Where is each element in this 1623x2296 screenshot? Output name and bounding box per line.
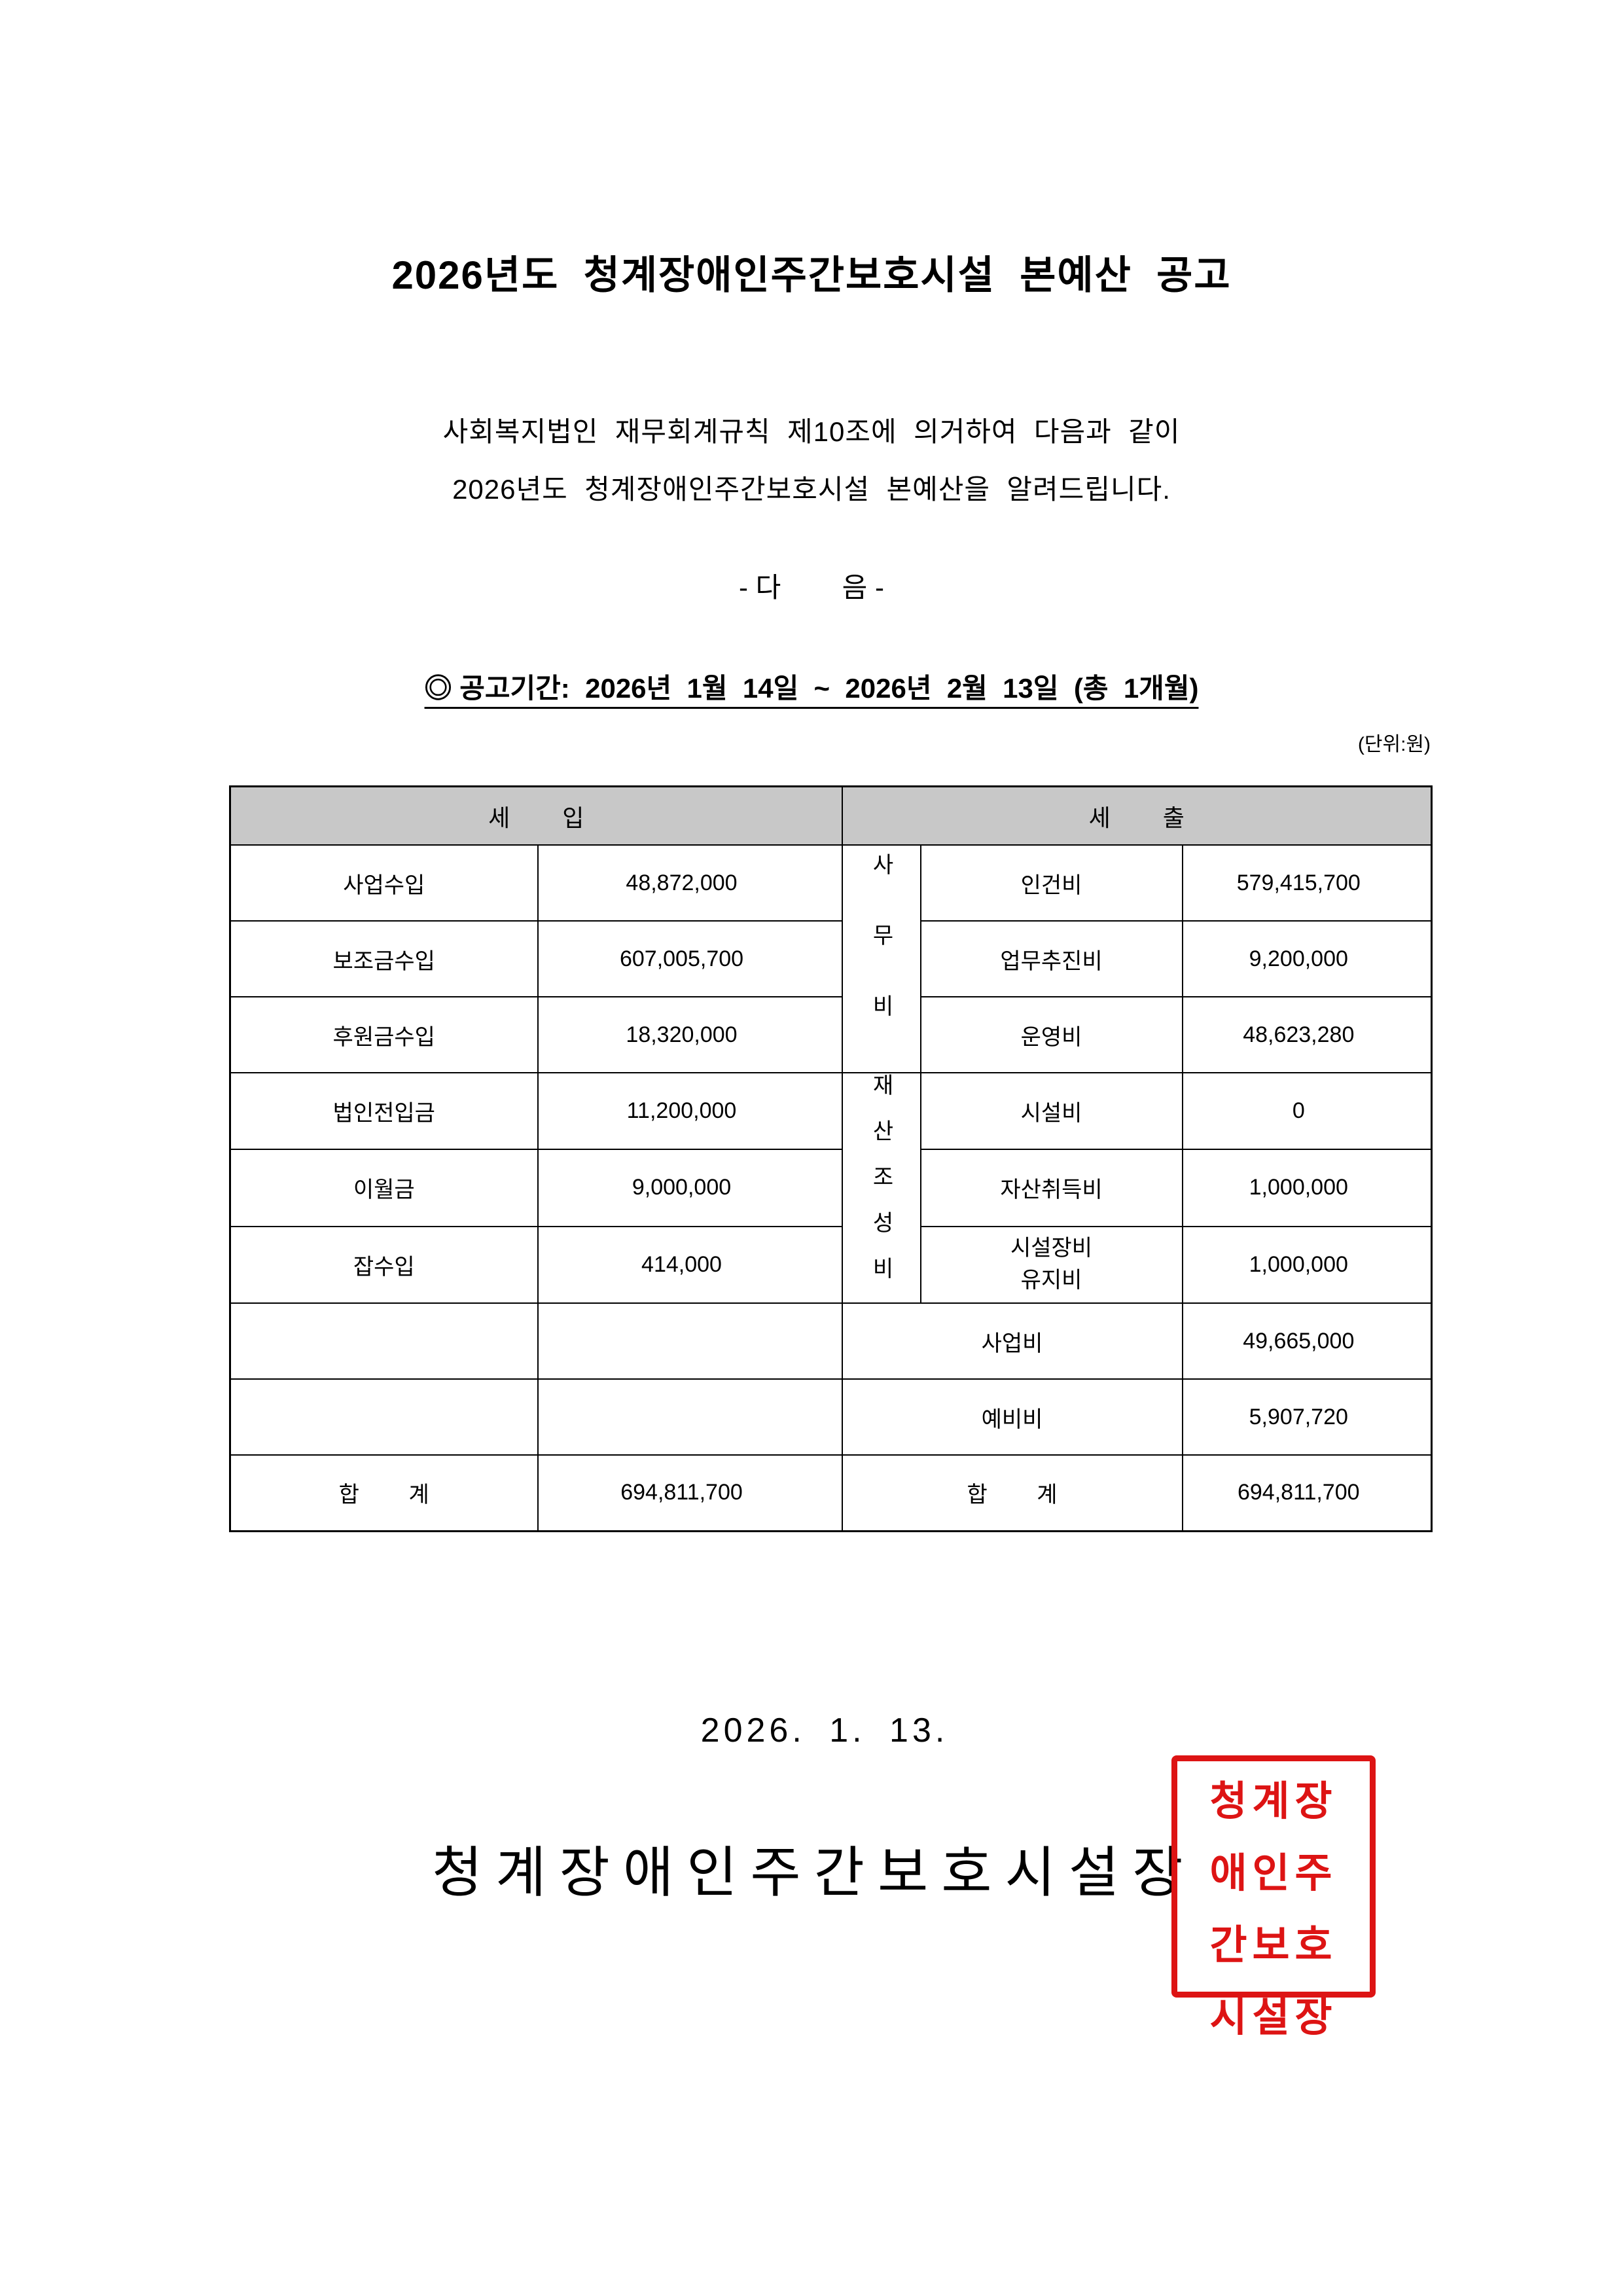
table-row: 이월금 9,000,000 자산취득비 1,000,000 <box>229 1149 1433 1227</box>
expense-amount: 5,907,720 <box>1181 1378 1433 1456</box>
expense-item: 자산취득비 <box>919 1149 1183 1227</box>
income-amount <box>537 1302 843 1380</box>
income-item: 후원금수입 <box>229 996 539 1073</box>
page-title: 2026년도 청계장애인주간보호시설 본예산 공고 <box>391 253 1232 297</box>
income-total-label: 합 계 <box>229 1454 539 1532</box>
income-item: 법인전입금 <box>229 1071 539 1151</box>
expense-category-property: 재산조성비 <box>841 1072 921 1304</box>
income-amount: 18,320,000 <box>537 996 843 1073</box>
expense-amount: 0 <box>1181 1071 1433 1151</box>
expense-total-label: 합 계 <box>841 1454 1183 1532</box>
expense-item: 시설비 <box>919 1071 1183 1151</box>
table-row: 사업수입 48,872,000 사무비 인건비 579,415,700 <box>229 844 1433 1073</box>
income-header: 세 입 <box>229 785 843 846</box>
unit-label: (단위:원) <box>1357 734 1431 755</box>
income-item: 이월금 <box>229 1149 539 1227</box>
budget-table: 세 입 세 출 사업수입 48,872,000 사무비 인건비 579,415,… <box>229 785 1433 1532</box>
income-amount <box>537 1378 843 1456</box>
table-row: 보조금수입 607,005,700 업무추진비 9,200,000 <box>229 920 1433 997</box>
table-row: 잡수입 414,000 시설장비 유지비 1,000,000 <box>229 1225 1433 1304</box>
table-total-row: 합 계 694,811,700 합 계 694,811,700 <box>229 1454 1433 1532</box>
income-item: 잡수입 <box>229 1225 539 1304</box>
notice-period-text: ◎ 공고기간: 2026년 1월 14일 ~ 2026년 2월 13일 (총 1… <box>424 673 1199 704</box>
seal-text-row: 애인주 <box>1209 1849 1338 1897</box>
expense-amount: 9,200,000 <box>1181 920 1433 997</box>
income-item <box>229 1302 539 1380</box>
expense-item: 운영비 <box>919 996 1183 1073</box>
document-date: 2026. 1. 13. <box>700 1712 949 1749</box>
expense-amount: 49,665,000 <box>1181 1302 1433 1380</box>
seal-text-row: 청계장 <box>1209 1777 1338 1825</box>
expense-category-office: 사무비 <box>841 844 921 1073</box>
expense-amount: 48,623,280 <box>1181 996 1433 1073</box>
notice-period: ◎ 공고기간: 2026년 1월 14일 ~ 2026년 2월 13일 (총 1… <box>0 666 1623 706</box>
expense-amount: 579,415,700 <box>1181 844 1433 922</box>
income-amount: 9,000,000 <box>537 1149 843 1227</box>
table-row: 후원금수입 18,320,000 운영비 48,623,280 <box>229 996 1433 1073</box>
income-amount: 11,200,000 <box>537 1071 843 1151</box>
expense-amount: 1,000,000 <box>1181 1149 1433 1227</box>
income-amount: 48,872,000 <box>537 844 843 922</box>
income-item <box>229 1378 539 1456</box>
intro-line-1: 사회복지법인 재무회계규칙 제10조에 의거하여 다음과 같이 <box>442 416 1181 447</box>
expense-amount: 1,000,000 <box>1181 1225 1433 1304</box>
income-item: 보조금수입 <box>229 920 539 997</box>
expense-item: 시설장비 유지비 <box>919 1225 1183 1304</box>
expense-header: 세 출 <box>841 785 1433 846</box>
signer-title: 청계장애인주간보호시설장 <box>432 1842 1196 1903</box>
seal-text-row: 시설장 <box>1209 1993 1338 2041</box>
intro-line-2: 2026년도 청계장애인주간보호시설 본예산을 알려드립니다. <box>452 474 1171 505</box>
table-row: 사업비 49,665,000 <box>229 1302 1433 1380</box>
expense-item: 업무추진비 <box>919 920 1183 997</box>
expense-item: 예비비 <box>841 1378 1183 1456</box>
income-amount: 414,000 <box>537 1225 843 1304</box>
table-header-row: 세 입 세 출 <box>229 785 1433 846</box>
expense-item: 사업비 <box>841 1302 1183 1380</box>
daum-divider: - 다 음 - <box>739 572 884 603</box>
income-amount: 607,005,700 <box>537 920 843 997</box>
official-seal-stamp: 청계장 애인주 간보호 시설장 <box>1171 1755 1376 2041</box>
expense-item: 인건비 <box>919 844 1183 922</box>
table-row: 법인전입금 11,200,000 재산조성비 시설비 0 <box>229 1071 1433 1304</box>
income-total-amount: 694,811,700 <box>537 1454 843 1532</box>
seal-text-row: 간보호 <box>1209 1921 1338 1969</box>
table-row: 예비비 5,907,720 <box>229 1378 1433 1456</box>
income-item: 사업수입 <box>229 844 539 922</box>
expense-total-amount: 694,811,700 <box>1181 1454 1433 1532</box>
